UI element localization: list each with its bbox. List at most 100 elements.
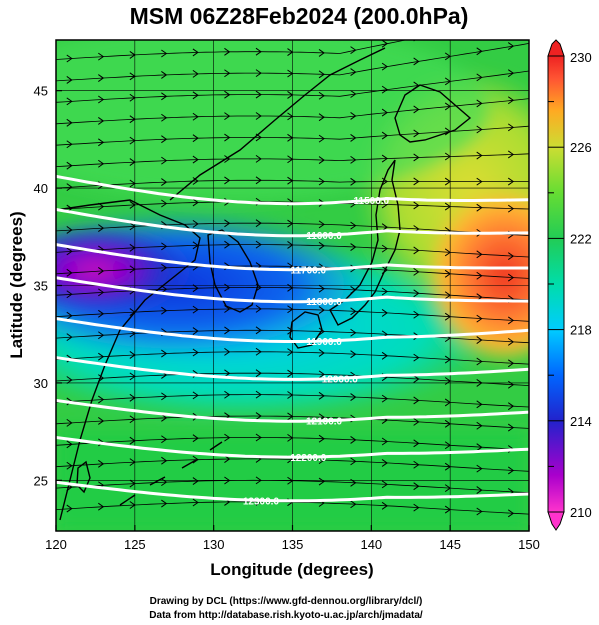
- wind-arrowhead: [287, 219, 294, 228]
- wind-arrowhead: [318, 477, 325, 486]
- wind-arrowhead: [413, 289, 420, 298]
- wind-arrowhead: [444, 177, 452, 186]
- wind-arrowhead: [129, 436, 136, 445]
- wind-arrowhead: [318, 134, 325, 143]
- colorbar-tick-label: 226: [570, 140, 592, 155]
- wind-arrowhead: [192, 498, 199, 507]
- wind-arrowhead: [98, 159, 105, 168]
- wind-arrowhead: [192, 219, 199, 228]
- wind-arrowhead: [192, 198, 199, 207]
- wind-arrowhead: [507, 150, 515, 159]
- x-tick-label: 120: [45, 537, 67, 552]
- wind-arrowhead: [224, 369, 231, 378]
- wind-arrowhead: [66, 118, 73, 127]
- wind-arrowhead: [66, 461, 73, 470]
- wind-arrowhead: [224, 90, 231, 99]
- contour-label: 12300.0: [243, 496, 280, 507]
- wind-arrowhead: [476, 443, 483, 452]
- wind-arrowhead: [287, 476, 294, 485]
- wind-arrowhead: [318, 434, 325, 443]
- wind-arrowhead: [381, 309, 388, 317]
- wind-arrowhead: [192, 155, 199, 164]
- wind-arrowhead: [413, 57, 420, 66]
- wind-arrowhead: [413, 503, 420, 512]
- wind-arrowhead: [350, 328, 357, 337]
- contour-line: [56, 276, 529, 304]
- wind-arrowhead: [161, 199, 168, 208]
- wind-arrowhead: [98, 502, 105, 511]
- wind-arrowhead: [287, 241, 294, 249]
- wind-arrowhead: [350, 350, 357, 359]
- wind-arrowhead: [318, 391, 325, 400]
- wind-arrowhead: [444, 419, 452, 428]
- wind-arrowhead: [129, 158, 136, 166]
- wind-arrowhead: [507, 123, 515, 132]
- wind-arrowhead: [381, 244, 388, 253]
- wind-arrowhead: [255, 240, 262, 249]
- wind-arrowhead: [161, 92, 168, 101]
- x-tick-label: 125: [124, 537, 146, 552]
- wind-arrowhead: [255, 176, 262, 185]
- coast-china: [56, 199, 201, 521]
- wind-arrowhead: [161, 499, 168, 508]
- wind-arrowhead: [476, 203, 483, 212]
- colorbar-tick-label: 230: [570, 50, 592, 65]
- wind-arrowhead: [287, 305, 294, 314]
- wind-arrowhead: [192, 434, 199, 443]
- coast-japan-kyushu: [289, 311, 323, 349]
- wind-arrowhead: [66, 226, 73, 234]
- wind-arrowhead: [98, 138, 105, 147]
- wind-arrowhead: [350, 68, 357, 76]
- wind-arrowhead: [350, 457, 357, 466]
- wind-arrowhead: [66, 504, 73, 513]
- wind-arrowhead: [381, 200, 388, 209]
- wind-arrowhead: [129, 50, 136, 59]
- wind-arrowhead: [381, 459, 388, 467]
- wind-arrowhead: [255, 112, 262, 120]
- wind-arrowhead: [507, 423, 515, 432]
- wind-arrowhead: [507, 380, 515, 389]
- wind-arrowhead: [507, 402, 515, 411]
- x-tick-label: 140: [360, 537, 382, 552]
- wind-arrowhead: [98, 395, 105, 404]
- wind-arrowhead: [255, 47, 262, 56]
- wind-arrowhead: [161, 71, 168, 79]
- wind-arrowhead: [161, 349, 168, 358]
- wind-arrowhead: [444, 484, 452, 493]
- wind-arrowhead: [129, 93, 136, 102]
- wind-arrowhead: [129, 329, 136, 338]
- wind-arrowhead: [66, 333, 73, 342]
- wind-arrowhead: [381, 85, 388, 94]
- wind-arrowhead: [192, 284, 199, 293]
- wind-arrowhead: [287, 91, 294, 99]
- y-ticks: 25 30 35 40 45: [34, 84, 62, 488]
- y-tick-label: 35: [34, 279, 48, 294]
- coast-russia: [169, 47, 386, 201]
- wind-arrowhead: [444, 291, 452, 300]
- wind-arrowhead: [161, 242, 168, 251]
- wind-arrowhead: [224, 155, 231, 163]
- wind-arrowhead: [66, 268, 73, 277]
- wind-arrowhead: [413, 105, 420, 114]
- wind-arrowhead: [350, 393, 357, 401]
- wind-arrowhead: [476, 151, 483, 160]
- wind-arrowhead: [381, 154, 388, 163]
- wind-arrowhead: [161, 135, 168, 144]
- wind-arrowhead: [98, 288, 105, 297]
- wind-arrowhead: [444, 77, 452, 86]
- wind-arrowhead: [318, 70, 325, 79]
- coast-ryukyu: [119, 441, 223, 506]
- wind-arrowhead: [129, 458, 136, 467]
- wind-arrowhead: [476, 486, 483, 494]
- wind-arrowhead: [381, 40, 388, 48]
- wind-arrowhead: [161, 478, 168, 487]
- wind-arrowhead: [287, 69, 294, 78]
- wind-arrowhead: [318, 48, 325, 57]
- wind-arrowhead: [413, 353, 420, 362]
- wind-arrowhead: [192, 48, 199, 57]
- wind-arrowhead: [192, 305, 199, 314]
- wind-arrowhead: [192, 112, 199, 121]
- x-tick-label: 150: [518, 537, 540, 552]
- wind-arrowhead: [287, 48, 294, 56]
- wind-arrowhead: [129, 351, 136, 359]
